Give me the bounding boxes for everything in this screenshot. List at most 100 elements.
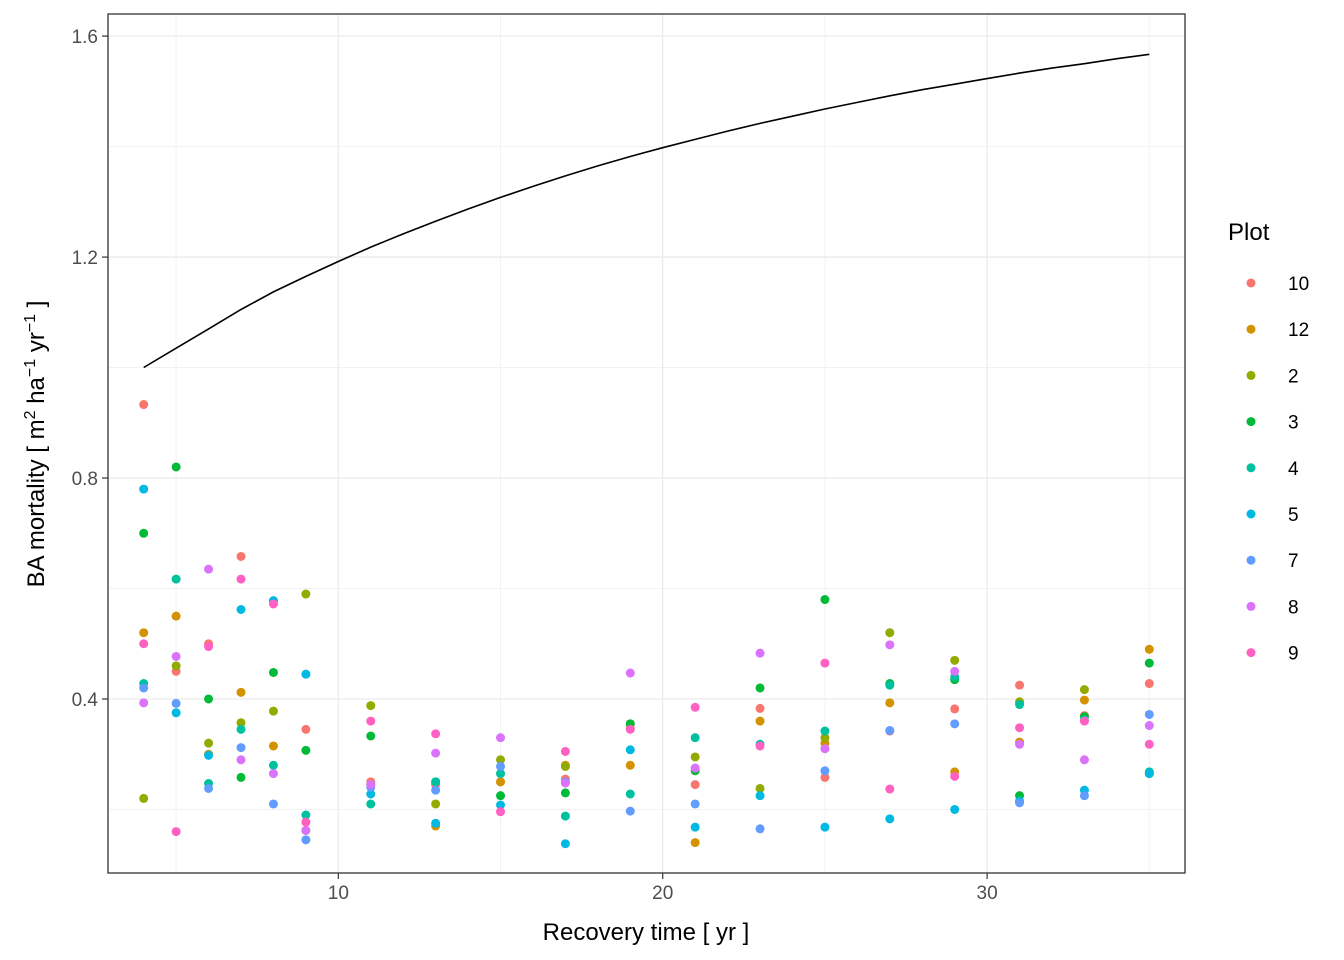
point-plot-10 [690, 780, 700, 790]
point-plot-2 [690, 752, 700, 762]
point-plot-10 [820, 772, 830, 782]
point-plot-9 [268, 599, 278, 609]
point-plot-5 [755, 791, 765, 801]
point-plot-8 [431, 748, 441, 758]
point-plot-9 [885, 784, 895, 794]
y-tick-label: 1.2 [72, 248, 98, 269]
point-plot-2 [366, 701, 376, 711]
point-plot-8 [268, 769, 278, 779]
point-plot-9 [1015, 723, 1025, 733]
point-plot-2 [431, 799, 441, 809]
point-plot-7 [496, 761, 506, 771]
point-plot-9 [204, 642, 214, 652]
legend-label-5: 5 [1288, 505, 1299, 526]
point-plot-12 [755, 716, 765, 726]
point-plot-12 [690, 838, 700, 848]
point-plot-9 [139, 639, 149, 649]
point-plot-12 [171, 611, 181, 621]
point-plot-7 [301, 835, 311, 845]
point-plot-8 [204, 564, 214, 574]
point-plot-8 [755, 648, 765, 658]
point-plot-5 [496, 800, 506, 810]
point-plot-2 [171, 661, 181, 671]
point-plot-8 [171, 651, 181, 661]
point-plot-12 [1144, 644, 1154, 654]
point-plot-5 [690, 822, 700, 832]
legend-key-10 [1246, 278, 1256, 288]
legend: Plot 10 12 2 3 4 5 7 8 9 [1228, 219, 1309, 665]
point-plot-10 [755, 703, 765, 713]
point-plot-3 [366, 731, 376, 741]
point-plot-7 [690, 799, 700, 809]
legend-label-3: 3 [1288, 413, 1299, 434]
legend-key-2 [1246, 370, 1256, 380]
point-plot-12 [496, 777, 506, 787]
point-plot-8 [560, 778, 570, 788]
point-plot-3 [236, 772, 246, 782]
point-plot-3 [496, 791, 506, 801]
point-plot-9 [820, 658, 830, 668]
point-plot-4 [171, 574, 181, 584]
point-plot-5 [204, 750, 214, 760]
panel-border [107, 13, 1186, 874]
x-axis-title: Recovery time [ yr ] [543, 919, 750, 946]
point-plot-3 [820, 595, 830, 605]
point-plot-9 [496, 807, 506, 817]
point-plot-5 [171, 708, 181, 718]
legend-label-8: 8 [1288, 597, 1299, 618]
point-plot-7 [820, 766, 830, 776]
point-plot-4 [236, 724, 246, 734]
point-plot-8 [1015, 739, 1025, 749]
legend-label-9: 9 [1288, 644, 1299, 665]
point-plot-8 [885, 640, 895, 650]
point-plot-3 [560, 788, 570, 798]
point-plot-7 [236, 743, 246, 753]
point-plot-8 [1079, 755, 1089, 765]
y-tick-label: 1.6 [72, 27, 98, 48]
point-plot-7 [1079, 791, 1089, 801]
legend-key-7 [1246, 555, 1256, 565]
x-tick-label: 10 [328, 883, 349, 904]
legend-label-4: 4 [1288, 459, 1299, 480]
x-tick-label: 20 [652, 883, 673, 904]
point-plot-5 [950, 804, 960, 814]
point-plot-10 [139, 400, 149, 410]
curve-line [143, 53, 1150, 369]
point-plot-4 [690, 733, 700, 743]
y-tick-label: 0.4 [72, 690, 99, 711]
point-plot-7 [171, 698, 181, 708]
legend-key-3 [1246, 417, 1256, 427]
point-plot-2 [1079, 685, 1089, 695]
point-plot-5 [560, 839, 570, 849]
legend-label-12: 12 [1288, 320, 1309, 341]
point-plot-4 [366, 799, 376, 809]
point-plot-12 [236, 687, 246, 697]
point-plot-7 [139, 683, 149, 693]
point-plot-9 [950, 771, 960, 781]
point-plot-10 [950, 704, 960, 714]
point-plot-4 [560, 811, 570, 821]
point-plot-9 [560, 746, 570, 756]
point-plot-10 [236, 551, 246, 561]
point-plot-7 [1144, 709, 1154, 719]
point-plot-12 [1079, 695, 1089, 705]
point-plot-7 [268, 799, 278, 809]
point-plot-9 [366, 716, 376, 726]
point-plot-4 [496, 769, 506, 779]
point-plot-8 [366, 780, 376, 790]
point-plot-3 [1144, 658, 1154, 668]
x-axis: 10 20 30 [328, 873, 998, 904]
legend-key-9 [1246, 648, 1256, 658]
point-plot-2 [204, 738, 214, 748]
point-plot-2 [236, 718, 246, 728]
fitted-curve [143, 53, 1150, 369]
y-axis: 0.4 0.8 1.2 1.6 [72, 27, 108, 711]
legend-key-8 [1246, 601, 1256, 611]
point-plot-5 [431, 818, 441, 828]
point-plot-12 [268, 741, 278, 751]
point-plot-7 [885, 725, 895, 735]
point-plot-8 [236, 755, 246, 765]
point-plot-8 [690, 763, 700, 773]
point-plot-4 [431, 777, 441, 787]
